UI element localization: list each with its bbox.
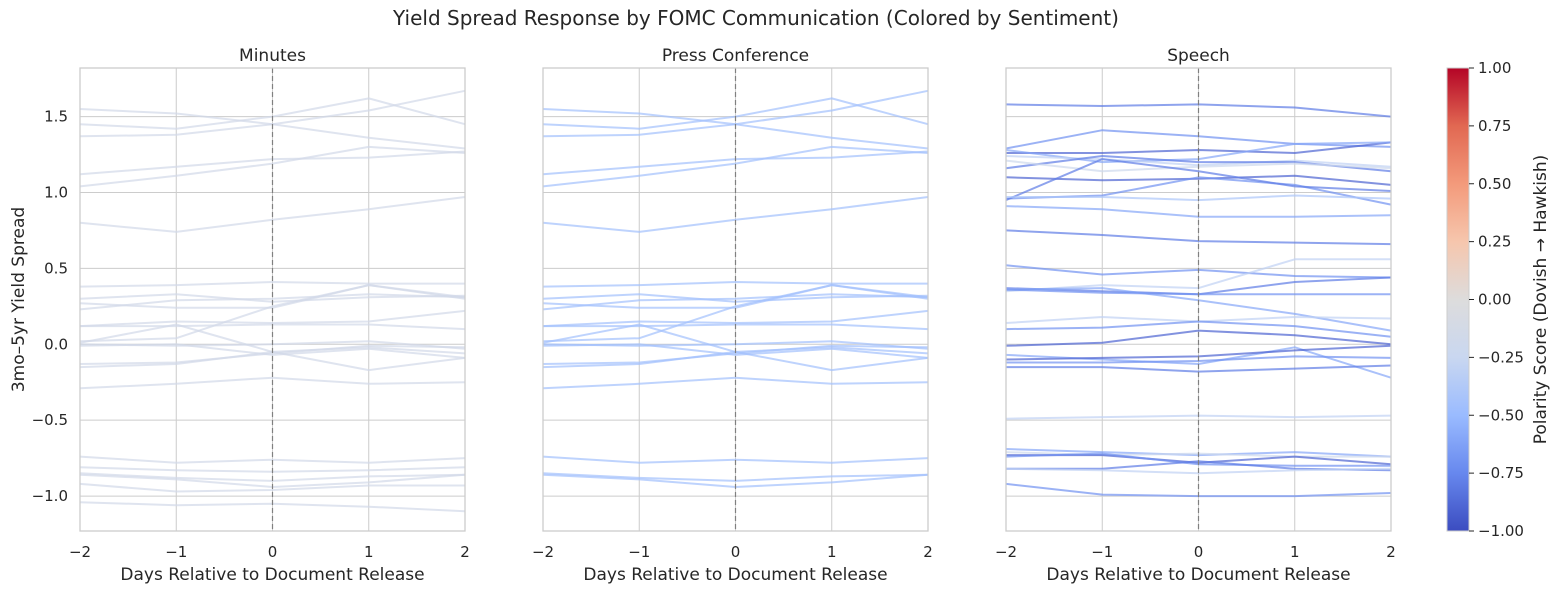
series-line — [79, 376, 466, 390]
x-tick-label: 2 — [1386, 543, 1396, 561]
colorbar-tick-label: 0.25 — [1478, 233, 1511, 251]
series-line — [79, 482, 465, 493]
x-axis-label: Days Relative to Document Release — [583, 565, 887, 585]
series-line — [1006, 364, 1392, 373]
y-tick-label: −1.0 — [32, 487, 68, 505]
panels-group: Minutes −2 −1 0 1 2 Days Relative to Document … — [32, 46, 1396, 585]
series-line — [1005, 229, 1392, 246]
series-line — [1005, 174, 1392, 186]
x-tick-label: −1 — [165, 543, 187, 561]
series-line — [542, 196, 929, 233]
colorbar-tick-label: −0.50 — [1478, 406, 1524, 424]
series-line — [79, 309, 466, 328]
colorbar: 1.00 0.75 0.50 0.25 0.00 −0.25 −0.50 −0.75 −1.00… — [1446, 59, 1551, 540]
series-line — [79, 196, 466, 233]
series-line — [79, 343, 466, 359]
series-line — [542, 284, 929, 343]
x-tick-label: 2 — [923, 543, 933, 561]
series-line — [542, 293, 929, 311]
y-axis-label: 3mo–5yr Yield Spread — [9, 207, 29, 392]
x-tick-label: −1 — [628, 543, 650, 561]
x-tick-label: −2 — [69, 543, 91, 561]
y-tick-label: 1.0 — [44, 183, 68, 201]
panel-title: Minutes — [239, 46, 306, 66]
colorbar-gradient — [1446, 67, 1470, 532]
x-tick-label: 0 — [731, 543, 741, 561]
series-line — [79, 145, 466, 188]
panel-title: Press Conference — [662, 46, 809, 66]
plot-frame — [79, 67, 466, 532]
series-line — [542, 309, 929, 328]
series-line — [542, 343, 929, 359]
series-line — [79, 284, 466, 343]
panel-title: Speech — [1167, 46, 1230, 66]
plot-frame — [1005, 67, 1392, 532]
plot-frame — [542, 67, 929, 532]
panel-speech: Speech −2 −1 0 1 2 Days Relative to Document R… — [995, 46, 1396, 585]
panel-press-conference: Press Conference −2 −1 0 1 2 Days Relative to … — [532, 46, 933, 585]
x-axis-label: Days Relative to Document Release — [120, 565, 424, 585]
y-tick-label: −0.5 — [32, 411, 68, 429]
colorbar-tick-label: −0.75 — [1478, 464, 1524, 482]
colorbar-tick-label: −1.00 — [1478, 522, 1524, 540]
x-axis-label: Days Relative to Document Release — [1046, 565, 1350, 585]
y-tick-label: 0.5 — [44, 259, 68, 277]
x-tick-label: 1 — [827, 543, 837, 561]
x-tick-label: 1 — [1290, 543, 1300, 561]
series-line — [542, 455, 929, 464]
y-axis-label-group: 3mo–5yr Yield Spread — [9, 207, 29, 392]
x-tick-label: 0 — [1194, 543, 1204, 561]
x-tick-label: 1 — [364, 543, 374, 561]
colorbar-label: Polarity Score (Dovish → Hawkish) — [1531, 155, 1551, 445]
x-tick-label: 0 — [268, 543, 278, 561]
chart-title: Yield Spread Response by FOMC Communicat… — [393, 6, 1119, 30]
series-line — [79, 455, 466, 464]
y-tick-label: 0.0 — [44, 335, 68, 353]
colorbar-tick-label: 0.00 — [1478, 291, 1511, 309]
colorbar-tick-label: −0.25 — [1478, 348, 1524, 366]
series-line — [542, 145, 929, 188]
colorbar-tick-label: 1.00 — [1478, 59, 1511, 77]
panel-minutes: Minutes −2 −1 0 1 2 Days Relative to Document … — [32, 46, 470, 585]
series-line — [79, 281, 465, 288]
series-line — [542, 281, 928, 288]
x-tick-label: 2 — [460, 543, 470, 561]
series-line — [542, 376, 929, 390]
colorbar-tick-label: 0.50 — [1478, 175, 1511, 193]
x-tick-label: −2 — [995, 543, 1017, 561]
series-line — [1005, 158, 1392, 202]
x-tick-label: −1 — [1091, 543, 1113, 561]
series-line — [79, 293, 466, 311]
colorbar-tick-label: 0.75 — [1478, 117, 1511, 135]
series-line — [79, 344, 466, 365]
series-line — [542, 344, 929, 365]
y-tick-label: 1.5 — [44, 108, 68, 126]
series-line — [1005, 467, 1392, 475]
x-tick-label: −2 — [532, 543, 554, 561]
series-line — [1005, 320, 1392, 338]
series-line — [1005, 329, 1392, 347]
